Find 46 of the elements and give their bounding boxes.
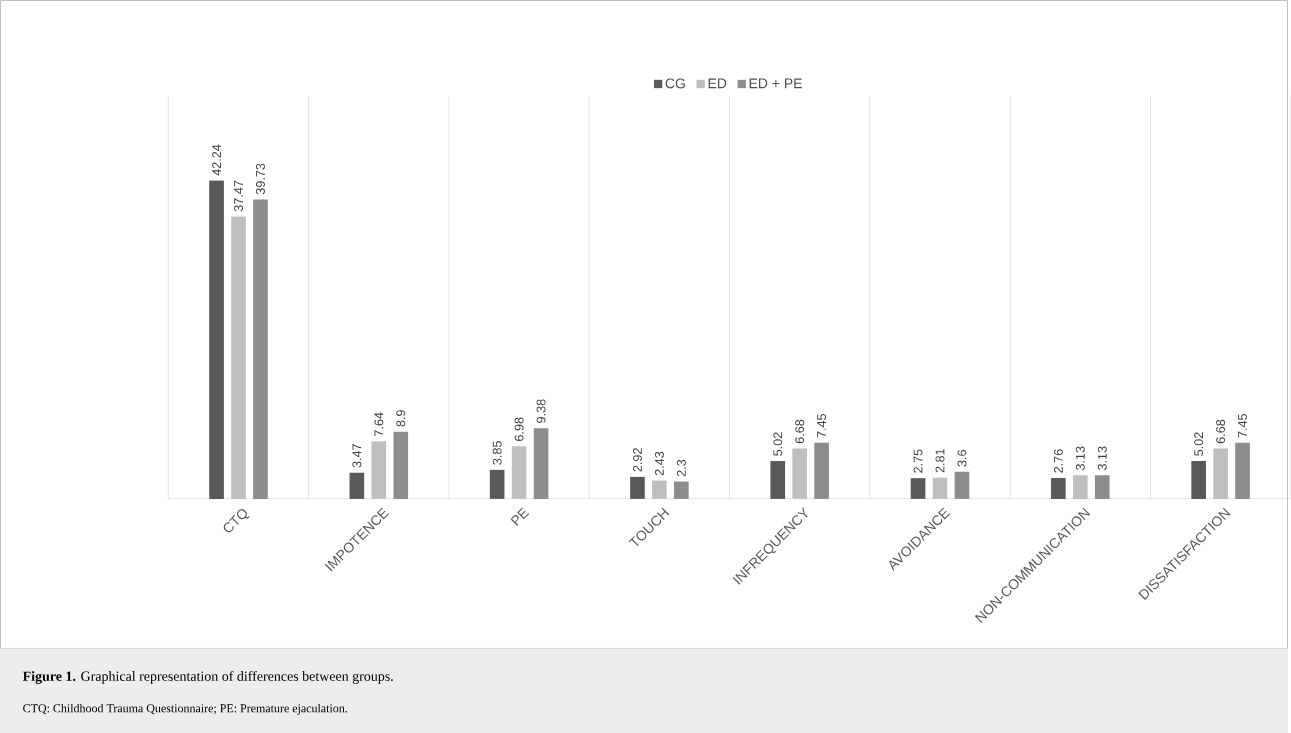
data-label: 6.68 <box>1216 419 1226 444</box>
bar <box>393 431 409 499</box>
bar <box>253 199 268 499</box>
bar <box>533 428 549 499</box>
data-label: 2.43 <box>654 451 664 476</box>
data-label: 3.85 <box>492 440 502 465</box>
data-label: 3.6 <box>957 449 967 467</box>
bar <box>954 471 970 499</box>
text: CTQ: Childhood Trauma Questionnaire; PE: Premature ejaculation. <box>23 703 347 715</box>
x-tick-label: PE <box>510 507 530 526</box>
data-label: 5.02 <box>1194 432 1204 456</box>
data-label: 3.13 <box>1075 446 1085 470</box>
data-label: 9.38 <box>536 399 546 423</box>
data-label: 6.68 <box>795 419 805 444</box>
bar <box>1051 477 1066 499</box>
data-label: 5.02 <box>773 432 783 456</box>
bar <box>814 442 829 499</box>
data-label: 3.47 <box>352 443 362 468</box>
data-label: 7.64 <box>374 412 384 436</box>
data-label: 2.75 <box>913 449 923 473</box>
legend-label: ED + PE <box>749 78 802 89</box>
bar <box>1094 475 1110 499</box>
bar <box>770 460 786 499</box>
data-label: 42.24 <box>212 144 221 176</box>
bar <box>1235 442 1250 499</box>
data-label: 8.9 <box>396 409 406 427</box>
bar <box>910 478 926 499</box>
legend-label: ED <box>708 78 727 89</box>
data-label: 37.47 <box>234 180 243 212</box>
data-label: 7.45 <box>1238 413 1247 438</box>
bar <box>349 472 365 499</box>
bar <box>489 469 505 499</box>
data-label: 6.98 <box>514 417 524 441</box>
data-label: 2.3 <box>676 459 686 477</box>
bar <box>630 476 645 499</box>
legend-label: CG <box>665 78 685 89</box>
data-label: 7.45 <box>817 413 827 438</box>
bar <box>1191 460 1206 499</box>
bar <box>674 481 689 499</box>
data-label: 3.13 <box>1097 446 1107 470</box>
data-label: 2.76 <box>1053 449 1063 473</box>
data-label: 2.81 <box>935 448 945 473</box>
text: Figure 1. Graphical representation of differences between groups. <box>22 670 393 684</box>
bar <box>209 180 224 499</box>
data-label: 2.92 <box>632 448 642 472</box>
data-label: 39.73 <box>255 163 265 195</box>
